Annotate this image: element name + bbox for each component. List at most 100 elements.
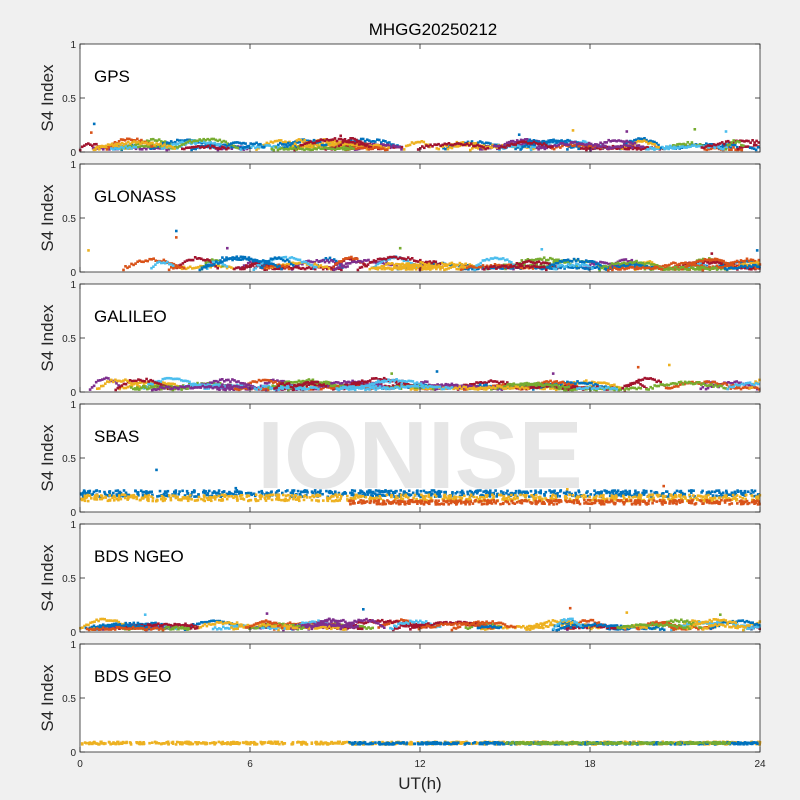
data-point xyxy=(702,257,705,261)
data-point xyxy=(493,263,497,266)
data-point xyxy=(551,381,554,385)
data-point xyxy=(249,142,252,145)
data-point xyxy=(346,147,349,151)
data-point xyxy=(170,266,173,269)
data-point xyxy=(98,379,102,382)
data-point xyxy=(618,262,622,266)
data-point xyxy=(475,265,479,269)
data-point xyxy=(427,387,431,390)
data-point xyxy=(201,145,204,149)
data-point xyxy=(323,146,327,149)
data-point xyxy=(307,383,311,386)
data-point xyxy=(555,144,559,148)
data-point xyxy=(372,266,376,270)
data-point xyxy=(625,387,628,390)
data-point xyxy=(206,264,210,268)
data-point xyxy=(338,382,342,385)
data-point xyxy=(711,143,714,146)
data-point xyxy=(587,268,591,271)
data-point xyxy=(359,137,363,141)
data-point xyxy=(317,146,321,149)
data-point xyxy=(641,378,645,381)
data-point xyxy=(428,260,432,263)
data-point xyxy=(693,261,696,264)
data-point xyxy=(524,140,528,144)
data-point xyxy=(758,378,761,382)
data-point xyxy=(301,387,304,390)
data-point xyxy=(146,259,149,263)
data-point xyxy=(413,382,417,385)
data-point xyxy=(623,388,626,391)
data-point xyxy=(198,268,202,272)
data-point xyxy=(748,264,751,268)
data-point xyxy=(536,257,540,261)
data-point xyxy=(527,259,531,263)
data-point xyxy=(382,139,385,142)
data-point xyxy=(140,138,143,142)
data-point xyxy=(497,266,500,269)
data-point xyxy=(405,265,408,268)
data-point xyxy=(313,267,317,271)
data-point xyxy=(443,268,446,272)
data-point xyxy=(587,141,591,145)
data-point xyxy=(296,383,300,387)
data-point xyxy=(396,257,400,261)
data-point xyxy=(440,383,443,386)
data-point xyxy=(361,143,365,146)
data-point xyxy=(283,263,287,267)
data-point xyxy=(637,386,641,390)
y-tick-label: 0.5 xyxy=(62,94,76,105)
data-point xyxy=(685,268,689,271)
data-point xyxy=(317,260,321,263)
data-point xyxy=(104,144,108,148)
data-point xyxy=(699,268,703,271)
data-point xyxy=(410,262,414,265)
data-point xyxy=(124,265,127,268)
data-point xyxy=(330,266,333,270)
data-point xyxy=(540,258,544,261)
data-point xyxy=(283,265,287,269)
data-point xyxy=(601,261,604,264)
data-point xyxy=(279,382,282,385)
data-point xyxy=(661,383,665,386)
data-point xyxy=(291,261,295,265)
data-point xyxy=(515,262,519,265)
data-point xyxy=(725,268,729,271)
data-point xyxy=(265,378,269,382)
data-point xyxy=(639,145,643,149)
data-point xyxy=(243,382,246,385)
data-point xyxy=(94,380,98,384)
data-point xyxy=(437,265,440,269)
data-point xyxy=(712,143,716,146)
data-point xyxy=(146,145,150,148)
data-point xyxy=(271,141,275,144)
data-point xyxy=(724,387,727,390)
data-point xyxy=(626,260,630,263)
data-point xyxy=(498,148,501,152)
data-point xyxy=(122,268,125,272)
data-point xyxy=(688,143,692,146)
data-point xyxy=(639,378,643,382)
data-point xyxy=(268,144,272,147)
data-point xyxy=(647,377,650,380)
data-point xyxy=(303,142,307,145)
data-point xyxy=(301,262,304,266)
data-point xyxy=(382,257,386,260)
data-point xyxy=(549,387,552,390)
data-point xyxy=(370,143,374,147)
data-point xyxy=(532,388,535,391)
data-point xyxy=(87,249,90,252)
data-point xyxy=(448,146,452,149)
data-point xyxy=(165,376,169,380)
data-point xyxy=(456,145,460,148)
data-point xyxy=(664,264,667,267)
data-point xyxy=(305,141,309,145)
data-point xyxy=(746,145,750,148)
data-point xyxy=(236,141,239,144)
data-point xyxy=(167,262,171,266)
data-point xyxy=(326,143,330,147)
data-point xyxy=(736,140,739,143)
data-point xyxy=(342,147,345,151)
data-point xyxy=(455,383,459,387)
